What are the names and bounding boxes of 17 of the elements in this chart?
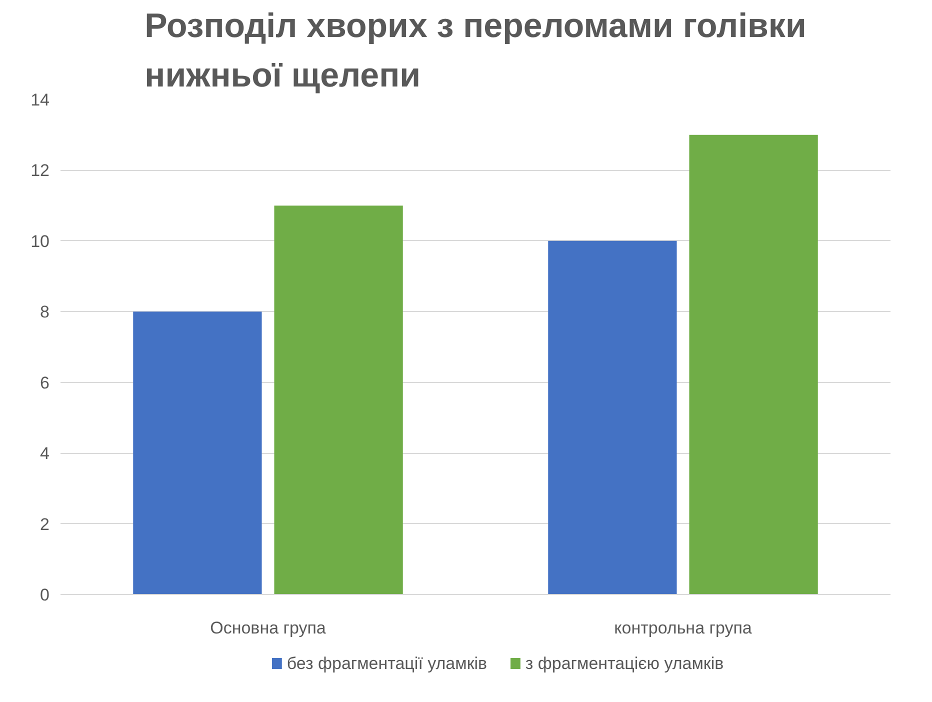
y-tick-label: 6 bbox=[40, 373, 50, 392]
legend-label: з фрагментацією уламків bbox=[525, 654, 724, 673]
bar bbox=[689, 134, 818, 594]
bar bbox=[548, 240, 677, 594]
legend-label: без фрагментації уламків bbox=[286, 654, 488, 673]
y-tick-label: 10 bbox=[30, 232, 50, 251]
y-tick-label: 8 bbox=[40, 302, 50, 322]
chart-title: Розподіл хворих з переломами голівки нижньої щелепи bbox=[144, 7, 806, 94]
y-tick-label: 2 bbox=[40, 514, 50, 534]
y-tick-label: 4 bbox=[40, 444, 50, 464]
bar bbox=[133, 312, 262, 594]
x-tick-label: Основна група bbox=[210, 618, 326, 638]
x-tick-label: контрольна група bbox=[614, 618, 752, 638]
y-tick-label: 14 bbox=[30, 90, 50, 110]
y-tick-label: 12 bbox=[30, 161, 50, 180]
y-tick-label: 0 bbox=[40, 586, 50, 604]
bar bbox=[274, 206, 403, 594]
